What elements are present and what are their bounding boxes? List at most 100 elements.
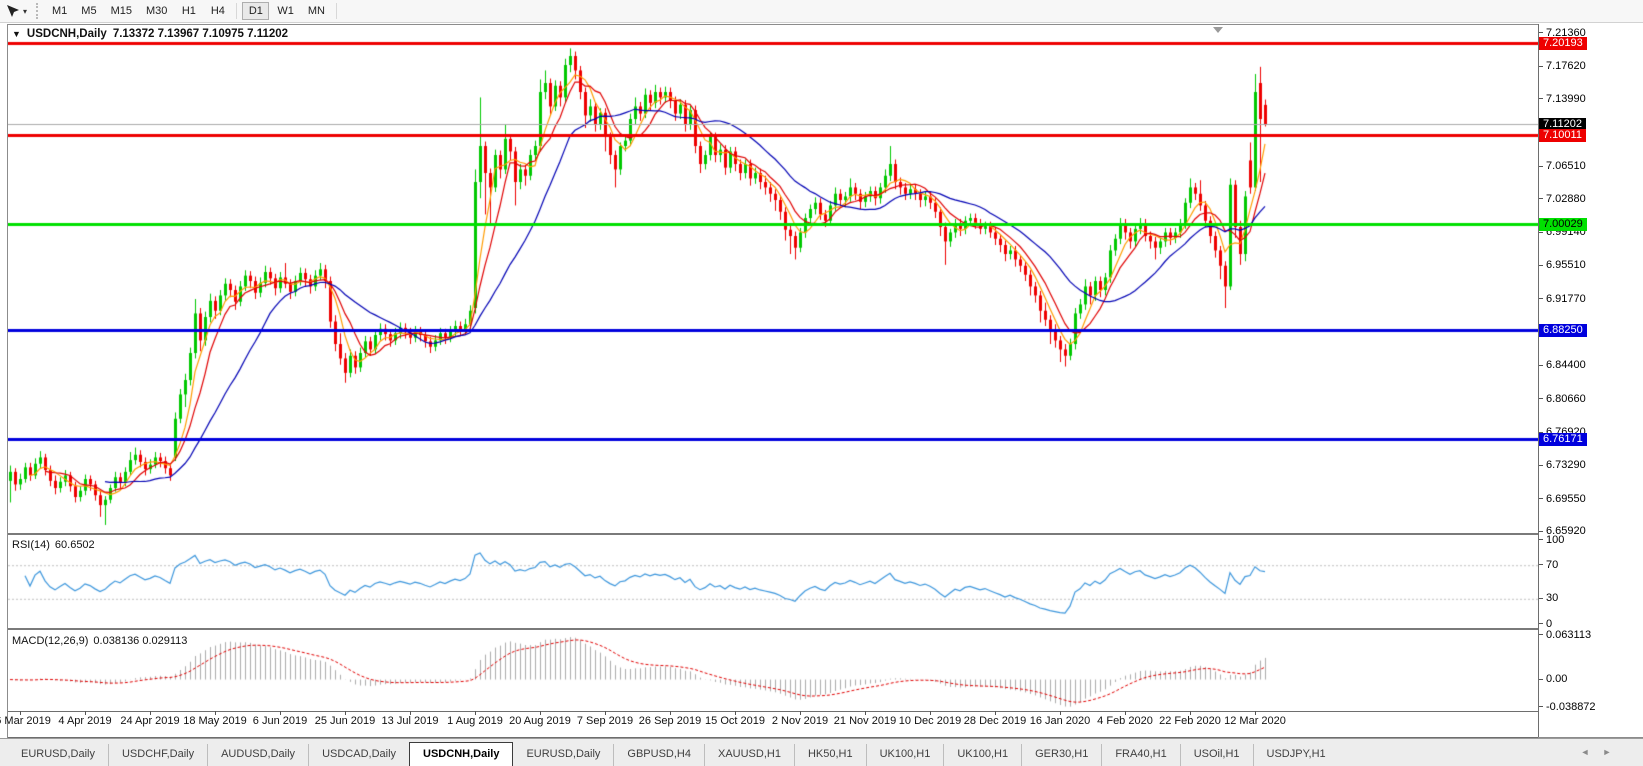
chart-tab-uk100-h1[interactable]: UK100,H1 bbox=[943, 744, 1021, 766]
tick-mark bbox=[1539, 597, 1543, 599]
tick-mark bbox=[1539, 264, 1543, 266]
chart-menu-arrow-icon[interactable]: ▼ bbox=[12, 29, 21, 39]
price-tick: 7.21360 bbox=[1539, 27, 1586, 40]
macd-axis-value: -0.038872 bbox=[1546, 700, 1596, 713]
rsi-plot[interactable] bbox=[8, 536, 1538, 628]
price-tick: 7.02880 bbox=[1539, 193, 1586, 206]
timeframe-button-m5[interactable]: M5 bbox=[81, 5, 97, 17]
chart-ohlc-values: 7.13372 7.13967 7.10975 7.11202 bbox=[112, 28, 289, 40]
date-label: 20 Aug 2019 bbox=[509, 715, 571, 727]
date-label: 28 Dec 2019 bbox=[963, 715, 1027, 727]
price-badge: 6.76171 bbox=[1539, 433, 1587, 447]
date-label: 2 Nov 2019 bbox=[771, 715, 829, 727]
price-tick-label: 6.65920 bbox=[1546, 525, 1586, 538]
date-tick bbox=[85, 711, 86, 715]
tick-mark bbox=[1539, 232, 1543, 234]
macd-plot[interactable] bbox=[8, 632, 1538, 711]
price-tick-label: 6.80660 bbox=[1546, 392, 1586, 405]
chart-symbol-period: USDCNH,Daily bbox=[26, 28, 107, 40]
rsi-axis-label: 0 bbox=[1539, 618, 1552, 631]
date-label: 25 Jun 2019 bbox=[314, 715, 376, 727]
date-tick bbox=[475, 711, 476, 715]
timeframe-button-m30[interactable]: M30 bbox=[145, 5, 168, 17]
tick-mark bbox=[1539, 165, 1543, 167]
rsi-axis-value: 30 bbox=[1546, 592, 1559, 605]
chart-tab-usoil-h1[interactable]: USOil,H1 bbox=[1179, 744, 1253, 766]
date-tick bbox=[150, 711, 151, 715]
chart-tab-uk100-h1[interactable]: UK100,H1 bbox=[865, 744, 944, 766]
macd-bottom-border bbox=[8, 711, 1538, 712]
timeframe-button-d1[interactable]: D1 bbox=[242, 2, 270, 20]
chart-shift-marker-icon[interactable] bbox=[1213, 27, 1223, 33]
chart-tab-gbpusd-h4[interactable]: GBPUSD,H4 bbox=[613, 744, 704, 766]
chart-tab-usdchf-daily[interactable]: USDCHF,Daily bbox=[107, 744, 207, 766]
price-tick: 7.17620 bbox=[1539, 60, 1586, 73]
price-badge: 7.20193 bbox=[1539, 37, 1587, 50]
date-tick bbox=[1060, 711, 1061, 715]
chart-tab-eurusd-daily[interactable]: EURUSD,Daily bbox=[526, 748, 601, 760]
chart-tab-xauusd-h1[interactable]: XAUUSD,H1 bbox=[703, 744, 794, 766]
timeframe-button-w1[interactable]: W1 bbox=[277, 5, 294, 17]
pointer-tool-dropdown-icon[interactable]: ▾ bbox=[23, 6, 28, 16]
date-tick bbox=[280, 711, 281, 715]
chart-tab-hk50-h1[interactable]: HK50,H1 bbox=[793, 744, 866, 766]
tick-mark bbox=[1539, 298, 1543, 300]
rsi-axis-value: 70 bbox=[1546, 558, 1559, 571]
date-tick bbox=[995, 711, 996, 715]
tab-scroll-left-icon[interactable]: ◄ bbox=[1580, 747, 1590, 757]
price-tick-label: 6.95510 bbox=[1546, 259, 1586, 272]
date-tick bbox=[345, 711, 346, 715]
date-label: 26 Sep 2019 bbox=[638, 715, 702, 727]
tick-mark bbox=[1539, 198, 1543, 200]
rsi-value: 60.6502 bbox=[54, 539, 95, 551]
rsi-axis-value: 0 bbox=[1546, 617, 1553, 630]
date-label: 1 Aug 2019 bbox=[447, 715, 503, 727]
date-tick bbox=[930, 711, 931, 715]
price-tick: 6.95510 bbox=[1539, 259, 1586, 272]
chart-tab-usdcad-daily[interactable]: USDCAD,Daily bbox=[308, 744, 409, 766]
timeframe-button-h1[interactable]: H1 bbox=[181, 5, 196, 17]
price-tick-label: 7.06510 bbox=[1546, 160, 1586, 173]
main-chart-plot[interactable] bbox=[8, 26, 1538, 533]
macd-axis-label: -0.038872 bbox=[1539, 701, 1596, 714]
chart-tab-usdcnh-daily[interactable]: USDCNH,Daily bbox=[409, 742, 514, 766]
date-tick bbox=[735, 711, 736, 715]
date-label: 22 Feb 2020 bbox=[1159, 715, 1221, 727]
tick-mark bbox=[1539, 32, 1543, 34]
chart-title: ▼ USDCNH,Daily 7.13372 7.13967 7.10975 7… bbox=[12, 28, 288, 40]
date-label: 12 Mar 2020 bbox=[1224, 715, 1286, 727]
timeframe-button-h4[interactable]: H4 bbox=[210, 5, 225, 17]
tick-mark bbox=[1539, 98, 1543, 100]
tick-mark bbox=[1539, 464, 1543, 466]
chart-tab-audusd-daily[interactable]: AUDUSD,Daily bbox=[207, 744, 308, 766]
panel-splitter[interactable] bbox=[8, 533, 1538, 535]
chart-tab-eurusd-daily[interactable]: EURUSD,Daily bbox=[21, 748, 95, 760]
pointer-tool-icon[interactable] bbox=[3, 2, 23, 20]
timeframe-button-m1[interactable]: M1 bbox=[52, 5, 68, 17]
rsi-label: RSI(14) 60.6502 bbox=[12, 539, 95, 551]
rsi-axis-label: 100 bbox=[1539, 534, 1564, 547]
timeframe-button-mn[interactable]: MN bbox=[307, 5, 325, 17]
tick-mark bbox=[1539, 623, 1543, 625]
date-label: 4 Apr 2019 bbox=[58, 715, 112, 727]
date-label: 18 May 2019 bbox=[183, 715, 247, 727]
panel-splitter[interactable] bbox=[8, 628, 1538, 630]
date-tick bbox=[865, 711, 866, 715]
chart-tab-ger30-h1[interactable]: GER30,H1 bbox=[1021, 744, 1101, 766]
macd-values: 0.038136 0.029113 bbox=[93, 635, 188, 647]
macd-label: MACD(12,26,9) 0.038136 0.029113 bbox=[12, 635, 187, 647]
price-tick-label: 7.21360 bbox=[1546, 26, 1586, 39]
date-tick bbox=[1125, 711, 1126, 715]
chart-tab-fra40-h1[interactable]: FRA40,H1 bbox=[1101, 744, 1179, 766]
date-tick bbox=[540, 711, 541, 715]
tab-scroll-right-icon[interactable]: ► bbox=[1602, 747, 1612, 757]
date-tick bbox=[20, 711, 21, 715]
timeframe-button-m15[interactable]: M15 bbox=[110, 5, 132, 17]
date-label: 10 Dec 2019 bbox=[898, 715, 962, 727]
price-badge: 7.11202 bbox=[1539, 117, 1586, 131]
price-tick: 6.91770 bbox=[1539, 293, 1586, 306]
chart-tab-usdjpy-h1[interactable]: USDJPY,H1 bbox=[1252, 744, 1339, 766]
toolbar-separator bbox=[336, 3, 337, 19]
price-axis[interactable]: 7.213607.176207.139907.102507.065107.028… bbox=[1539, 24, 1643, 737]
